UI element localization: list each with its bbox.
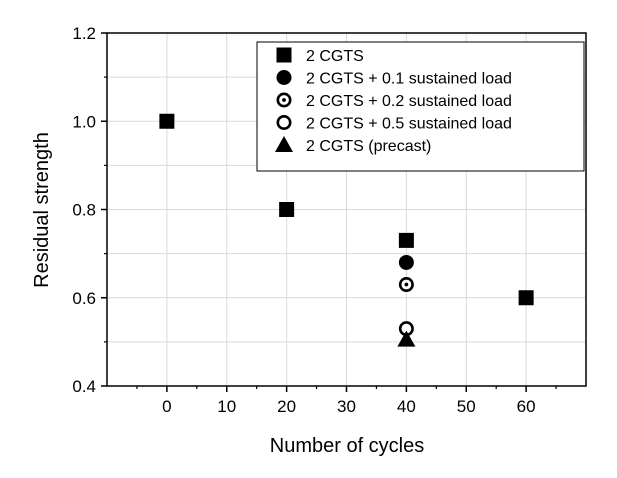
data-markers <box>159 113 534 347</box>
data-point <box>159 113 175 129</box>
x-tick-label: 10 <box>217 397 236 416</box>
data-point <box>398 232 414 248</box>
data-point <box>398 254 414 270</box>
square-marker <box>159 113 175 129</box>
y-tick-label: 0.4 <box>72 377 96 396</box>
y-axis-title: Residual strength <box>31 132 53 288</box>
legend-marker <box>276 47 292 63</box>
legend-label: 2 CGTS (precast) <box>306 138 431 155</box>
legend: 2 CGTS 2 CGTS + 0.1 sustained load 2 CGTS … <box>256 41 585 172</box>
y-tick-label: 1.0 <box>72 112 96 131</box>
y-tick-label: 1.2 <box>72 24 96 43</box>
triangle-marker <box>397 330 416 347</box>
x-tick-label: 0 <box>162 397 171 416</box>
data-point <box>279 202 295 217</box>
y-tick-labels: 0.4 0.6 0.8 1.0 1.2 <box>72 24 96 396</box>
legend-marker <box>276 70 292 85</box>
y-tick-label: 0.8 <box>72 201 96 220</box>
filled-circle-marker <box>398 254 414 270</box>
square-marker <box>276 47 292 63</box>
data-point <box>518 290 534 306</box>
legend-marker <box>276 92 292 108</box>
x-tick-label: 60 <box>517 397 536 416</box>
center-dot <box>404 282 409 287</box>
square-marker <box>398 232 414 248</box>
legend-label: 2 CGTS + 0.2 sustained load <box>306 93 512 110</box>
x-tick-label: 30 <box>337 397 356 416</box>
axis-ticks <box>101 32 557 392</box>
data-point <box>397 330 416 347</box>
legend-label: 2 CGTS + 0.1 sustained load <box>306 71 512 88</box>
square-marker <box>279 202 295 217</box>
x-tick-labels: 0 10 20 30 40 50 60 <box>162 397 535 416</box>
center-dot <box>282 98 286 102</box>
legend-box <box>256 41 585 172</box>
y-tick-label: 0.6 <box>72 289 96 308</box>
square-marker <box>518 290 534 306</box>
legend-label: 2 CGTS <box>306 48 364 65</box>
x-tick-label: 50 <box>457 397 476 416</box>
filled-circle-marker <box>276 70 292 85</box>
open-circle-marker <box>276 115 292 131</box>
legend-marker <box>275 136 293 152</box>
x-tick-label: 40 <box>397 397 416 416</box>
x-tick-label: 20 <box>277 397 296 416</box>
x-axis-title: Number of cycles <box>270 435 425 457</box>
legend-label: 2 CGTS + 0.5 sustained load <box>306 116 512 133</box>
legend-marker <box>276 115 292 131</box>
triangle-marker <box>275 136 293 152</box>
data-point <box>398 277 414 293</box>
